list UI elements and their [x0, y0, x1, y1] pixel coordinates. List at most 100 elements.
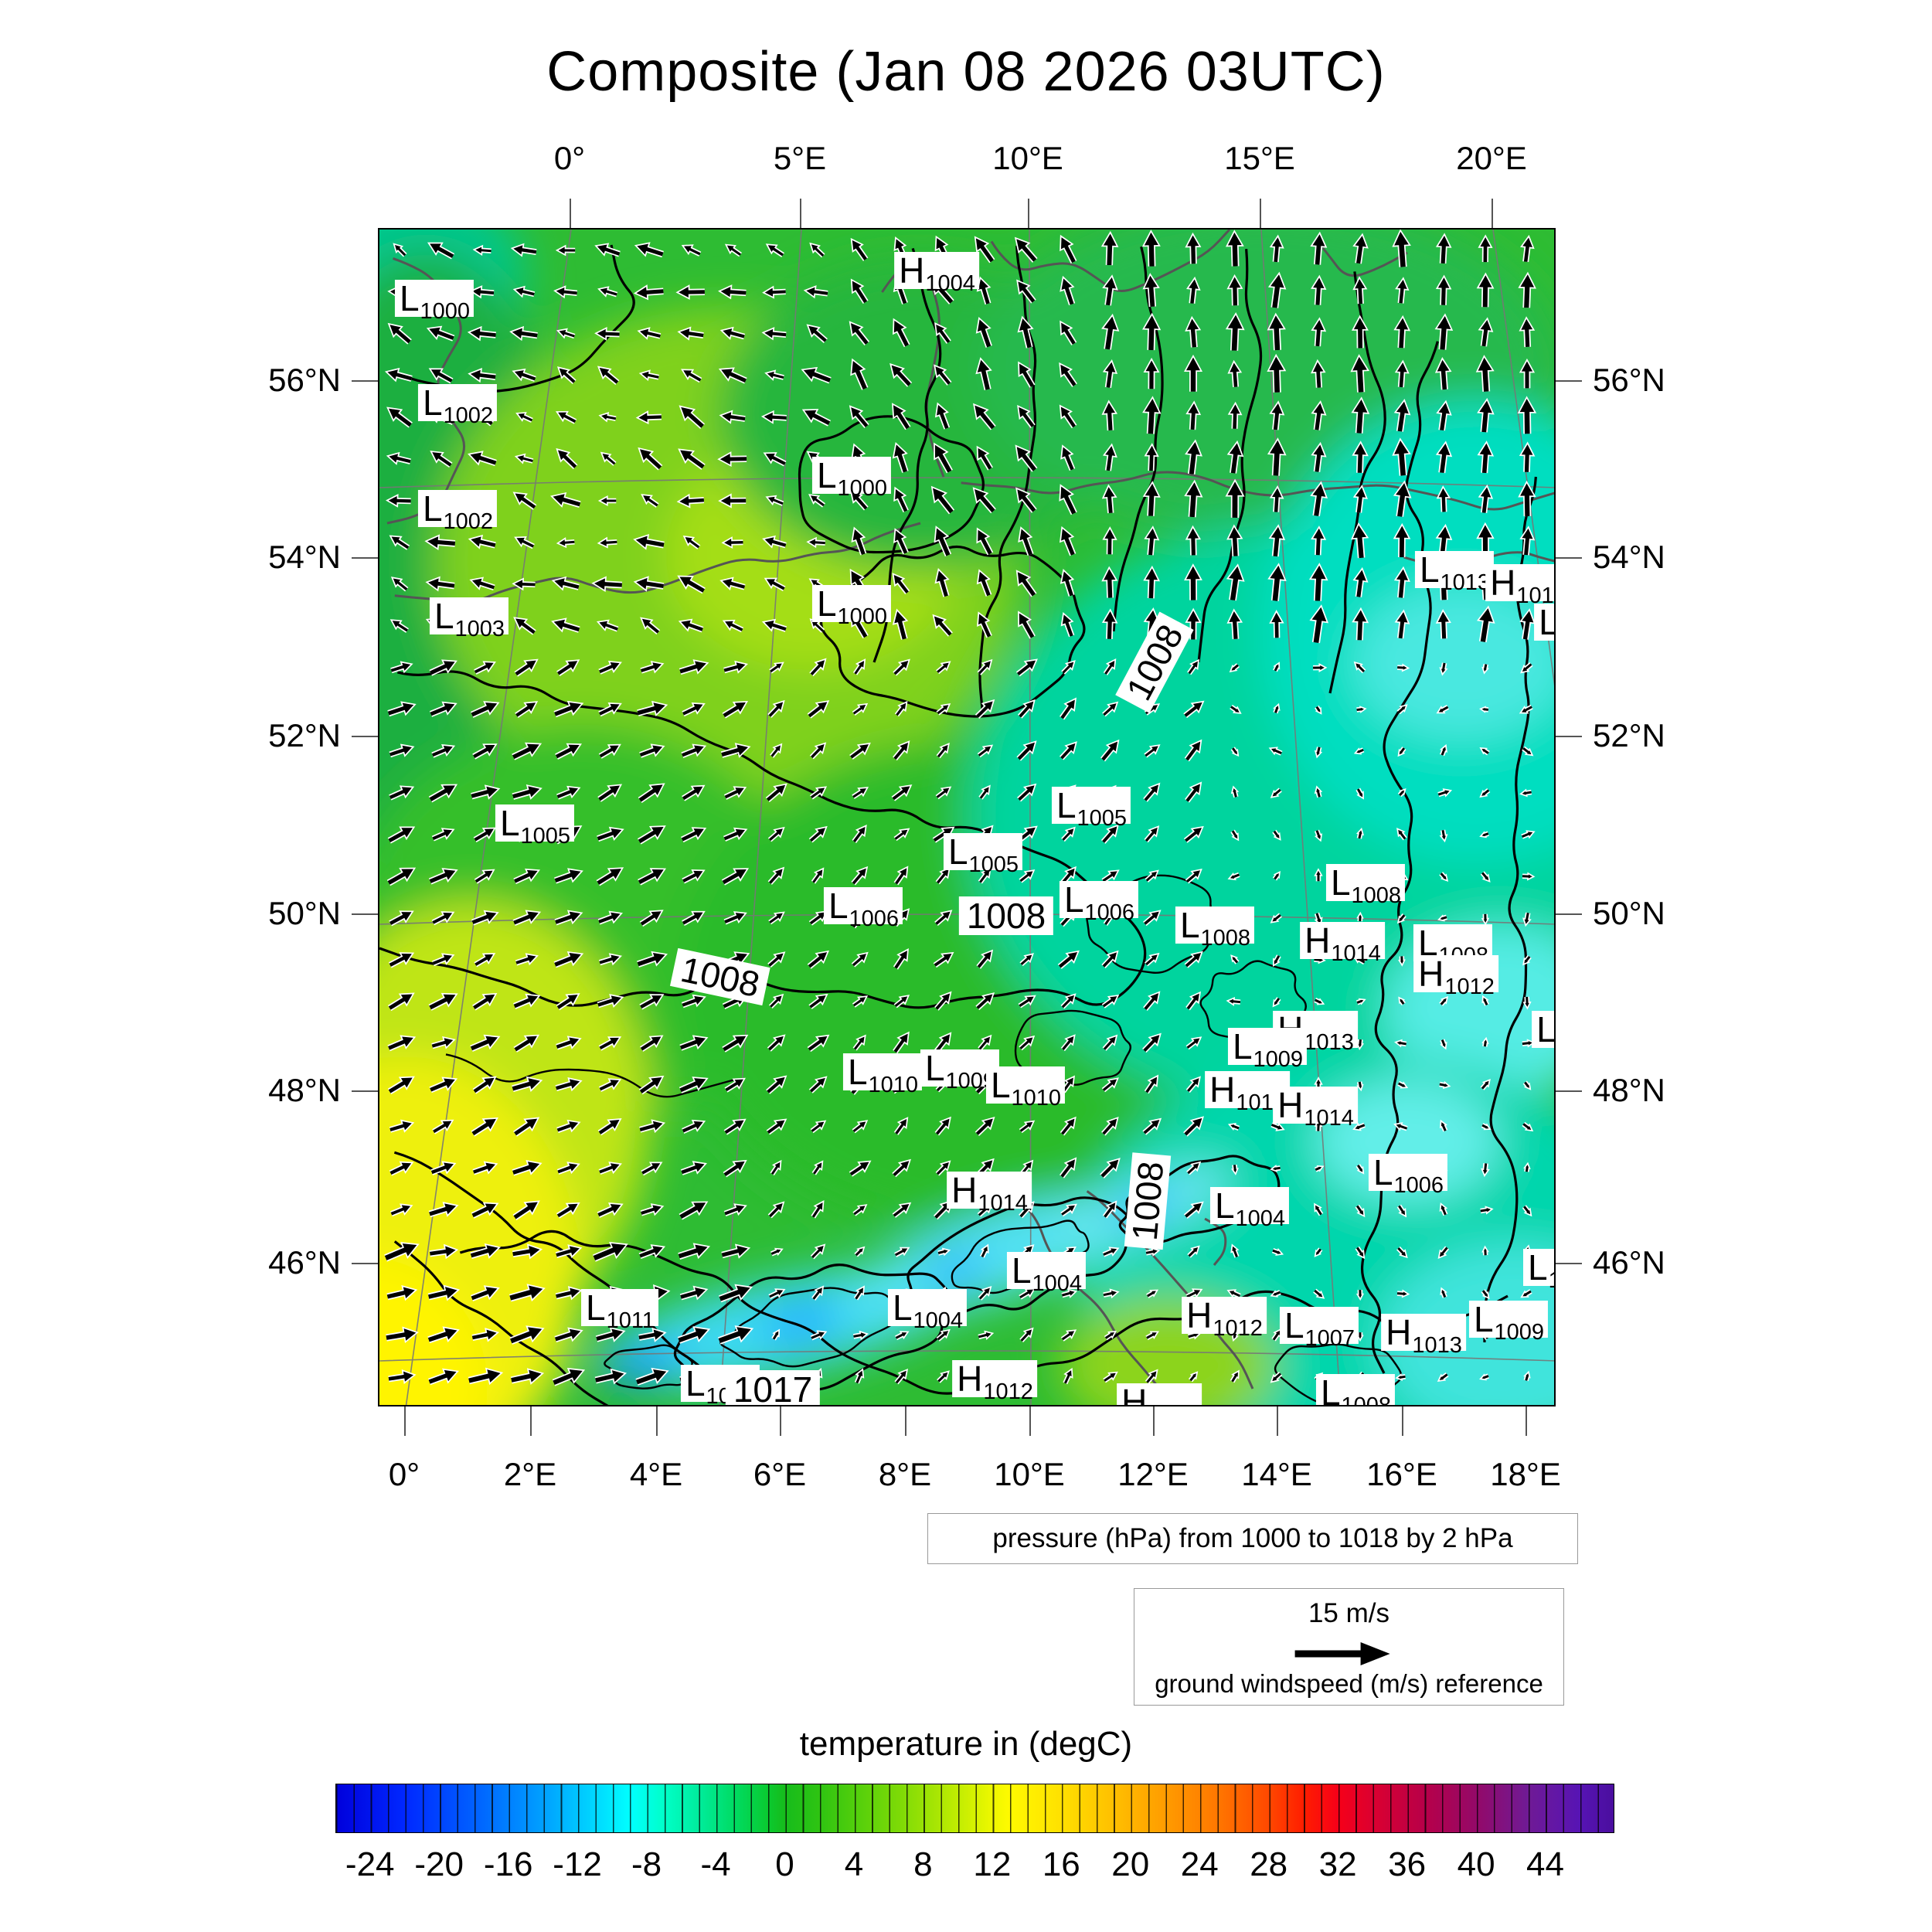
- pressure-center-L1004: L1004: [887, 1289, 968, 1332]
- axis-tick: [1556, 380, 1582, 382]
- pressure-center-L1009: L1009: [1468, 1301, 1549, 1344]
- pressure-center-L10: L10: [1534, 604, 1554, 641]
- bottom-axis-label: 6°E: [753, 1456, 807, 1492]
- axis-tick: [656, 1406, 658, 1436]
- axis-tick: [352, 557, 378, 559]
- left-axis-label: 48°N: [268, 1072, 341, 1108]
- axis-tick: [1153, 1406, 1155, 1436]
- axis-tick: [1029, 1406, 1031, 1436]
- contour-label-1008: 1008: [958, 896, 1054, 935]
- right-axis-label: 56°N: [1593, 362, 1665, 398]
- temperature-colorbar: [335, 1784, 1614, 1833]
- axis-tick: [1556, 557, 1582, 559]
- pressure-center-H1014: H1014: [1300, 922, 1385, 965]
- pressure-center-L1011: L1011: [581, 1289, 658, 1332]
- right-axis-label: 48°N: [1593, 1072, 1665, 1108]
- pressure-center-L1006: L1006: [823, 887, 903, 930]
- colorbar-tick: 40: [1457, 1845, 1495, 1883]
- pressure-center-L1008: L1008: [1325, 864, 1406, 907]
- colorbar-tick: 12: [973, 1845, 1012, 1883]
- bottom-axis-label: 0°: [388, 1456, 420, 1492]
- map-area: L1000 H1004 L1002 L1002 L1003 L1000 L1000 L1013…: [378, 228, 1556, 1406]
- pressure-center-H1014: H1014: [947, 1172, 1032, 1215]
- contour-label-1017: 1017: [725, 1370, 821, 1405]
- pressure-center-L1006: L1006: [1368, 1154, 1448, 1197]
- pressure-center-L1002: L1002: [417, 490, 498, 533]
- colorbar-tick: -24: [345, 1845, 395, 1883]
- axis-tick: [1260, 199, 1261, 228]
- axis-tick: [905, 1406, 906, 1436]
- axis-tick: [1277, 1406, 1278, 1436]
- axis-tick: [800, 199, 801, 228]
- pressure-center-L1007: L1007: [1279, 1307, 1359, 1350]
- axis-tick: [352, 736, 378, 737]
- bottom-axis-label: 18°E: [1490, 1456, 1561, 1492]
- pressure-center-H1015: H1015: [1485, 564, 1554, 607]
- pressure-center-L1005: L1005: [1051, 787, 1131, 830]
- axis-tick: [1556, 1090, 1582, 1092]
- axis-tick: [1556, 1263, 1582, 1264]
- top-axis-label: 20°E: [1456, 140, 1527, 176]
- axis-tick: [1556, 913, 1582, 915]
- pressure-center-L1004: L1004: [1006, 1252, 1087, 1295]
- pressure-center-L1006: L1006: [1059, 881, 1139, 924]
- top-axis-label: 5°E: [773, 140, 827, 176]
- bottom-axis-label: 14°E: [1241, 1456, 1312, 1492]
- pressure-center-L1005: L1005: [495, 804, 575, 848]
- axis-tick: [530, 1406, 532, 1436]
- top-axis-label: 10°E: [992, 140, 1063, 176]
- pressure-center-L1005: L1005: [943, 833, 1023, 876]
- axis-tick: [352, 1263, 378, 1264]
- left-axis-label: 50°N: [268, 895, 341, 931]
- pressure-center-H1014: H1014: [1273, 1087, 1358, 1130]
- left-axis-label: 56°N: [268, 362, 341, 398]
- pressure-center-L1009: L1009: [1227, 1028, 1308, 1071]
- figure-title: Composite (Jan 08 2026 03UTC): [546, 41, 1386, 103]
- wind-arrows: [384, 230, 1537, 1386]
- colorbar-tick: 32: [1318, 1845, 1357, 1883]
- pressure-center-L1008: L1008: [1315, 1374, 1396, 1405]
- right-axis-label: 52°N: [1593, 717, 1665, 753]
- pressure-center-L1000: L1000: [394, 280, 474, 323]
- right-axis-label: 54°N: [1593, 539, 1665, 575]
- pressure-caption-text: pressure (hPa) from 1000 to 1018 by 2 hP…: [992, 1523, 1513, 1553]
- pressure-center-L1010: L1010: [842, 1053, 923, 1097]
- pressure-center-H1012: H1012: [1413, 955, 1498, 998]
- pressure-center-H1013: H1013: [1381, 1314, 1466, 1357]
- axis-tick: [404, 1406, 406, 1436]
- axis-tick: [1492, 199, 1493, 228]
- bottom-axis-label: 8°E: [878, 1456, 932, 1492]
- bottom-axis-label: 16°E: [1366, 1456, 1437, 1492]
- bottom-axis-label: 4°E: [629, 1456, 683, 1492]
- pressure-center-L1003: L1003: [429, 597, 509, 641]
- top-axis-label: 15°E: [1224, 140, 1295, 176]
- wind-reference-arrow-icon: [1294, 1642, 1390, 1665]
- colorbar-tick: 0: [775, 1845, 794, 1883]
- left-axis-label: 46°N: [268, 1244, 341, 1281]
- axis-tick: [780, 1406, 781, 1436]
- colorbar-tick: -16: [483, 1845, 533, 1883]
- pressure-center-L1004: L1004: [1209, 1187, 1290, 1230]
- top-axis-label: 0°: [553, 140, 586, 176]
- colorbar-tick: 24: [1180, 1845, 1219, 1883]
- left-axis-label: 54°N: [268, 539, 341, 575]
- axis-tick: [570, 199, 571, 228]
- right-axis-label: 46°N: [1593, 1244, 1665, 1281]
- pressure-center-L1008: L1008: [1175, 906, 1255, 950]
- bottom-axis-label: 10°E: [994, 1456, 1065, 1492]
- axis-tick: [352, 1090, 378, 1092]
- colorbar-tick: -8: [631, 1845, 662, 1883]
- pressure-center-L1002: L1002: [417, 384, 498, 427]
- colorbar-tick: 44: [1526, 1845, 1565, 1883]
- axis-tick: [352, 913, 378, 915]
- pressure-center-L10: L10: [1532, 1011, 1554, 1048]
- pressure-center-L1000: L1000: [811, 457, 892, 500]
- colorbar-tick: 28: [1250, 1845, 1288, 1883]
- pressure-center-H1004: H1004: [894, 252, 979, 295]
- pressure-center-L1000: L1000: [811, 585, 892, 628]
- colorbar-title: temperature in (degC): [799, 1725, 1133, 1763]
- axis-tick: [1526, 1406, 1527, 1436]
- colorbar-tick: -4: [700, 1845, 731, 1883]
- pressure-center-H1018: H1018: [1117, 1383, 1202, 1405]
- wind-reference-box: 15 m/s ground windspeed (m/s) reference: [1134, 1588, 1564, 1706]
